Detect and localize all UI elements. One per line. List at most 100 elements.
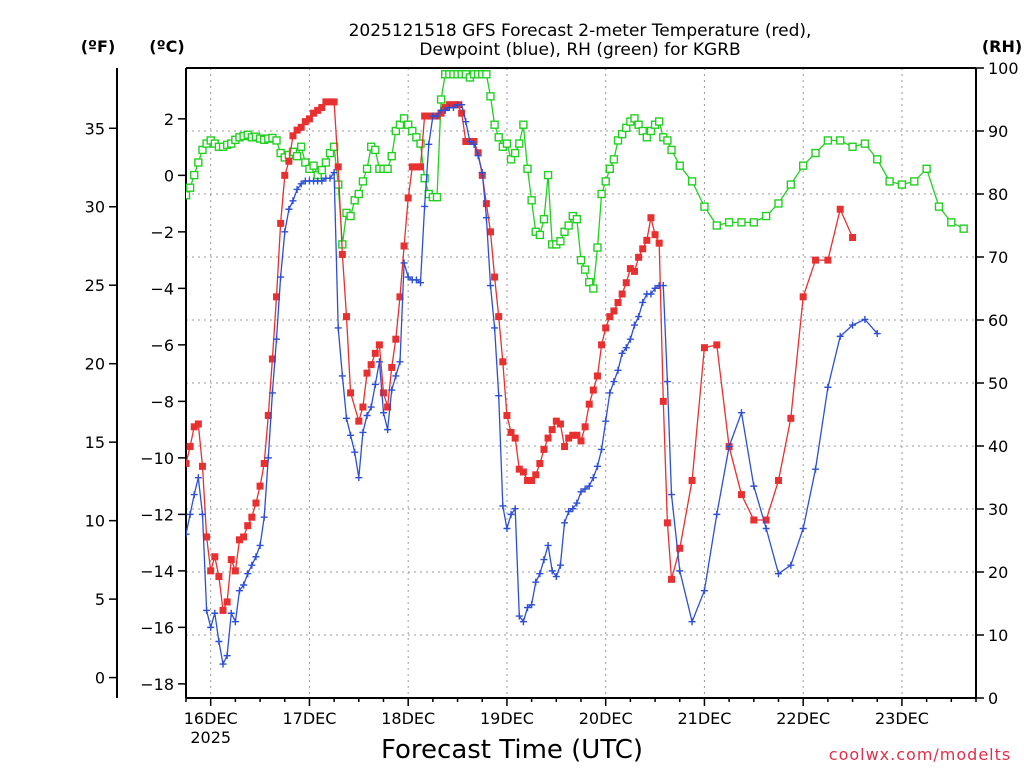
x-tick-label: 21DEC xyxy=(677,709,731,728)
dewpoint-point xyxy=(676,567,684,575)
rh-tick-label: 0 xyxy=(988,689,998,708)
temperature-point xyxy=(519,468,527,476)
dewpoint-point xyxy=(700,587,708,595)
dewpoint-point xyxy=(849,321,857,329)
temperature-point xyxy=(630,267,638,275)
rh-point xyxy=(873,155,882,164)
temperature-point xyxy=(371,349,379,357)
celsius-tick-label: −4 xyxy=(150,279,174,298)
dewpoint-point xyxy=(194,474,202,482)
rh-point xyxy=(362,164,372,174)
dewpoint-point xyxy=(186,510,194,518)
temperature-point xyxy=(598,341,606,349)
rh-point xyxy=(700,202,709,211)
dewpoint-point xyxy=(581,485,589,493)
dewpoint-point xyxy=(264,454,272,462)
temperature-point xyxy=(285,157,293,165)
dewpoint-point xyxy=(441,106,449,114)
rh-point xyxy=(609,155,619,164)
temperature-point xyxy=(260,460,268,468)
temperature-point xyxy=(486,228,494,236)
rh-point xyxy=(572,214,582,224)
rh-point xyxy=(593,243,602,252)
rh-point xyxy=(687,177,697,186)
rh-point xyxy=(510,148,520,158)
temperature-point xyxy=(548,426,556,434)
dewpoint-point xyxy=(277,273,285,281)
temperature-point xyxy=(536,460,544,468)
dewpoint-point xyxy=(725,443,733,451)
temperature-point xyxy=(392,335,400,343)
dewpoint-point xyxy=(511,505,519,513)
rh-tick-label: 30 xyxy=(988,500,1008,519)
temperature-point xyxy=(491,273,499,281)
temperature-point xyxy=(231,567,239,575)
fahrenheit-tick-label: 10 xyxy=(85,512,105,531)
dewpoint-point xyxy=(495,392,503,400)
dewpoint-point xyxy=(659,282,667,290)
rh-point xyxy=(416,139,425,148)
temperature-point xyxy=(655,239,663,247)
temperature-point xyxy=(585,400,593,408)
rh-series xyxy=(186,70,968,293)
dewpoint-point xyxy=(561,519,569,527)
temperature-point xyxy=(540,445,548,453)
temperature-point xyxy=(198,462,206,470)
temperature-point xyxy=(589,386,597,394)
dewpoint-point xyxy=(388,386,396,394)
rh-tick-label: 60 xyxy=(988,311,1008,330)
temperature-point xyxy=(244,522,252,530)
temperature-point xyxy=(824,256,832,264)
temperature-point xyxy=(408,163,416,171)
rh-point xyxy=(346,211,355,221)
temperature-point xyxy=(647,214,655,222)
rh-point xyxy=(502,139,512,148)
temperature-point xyxy=(264,411,272,419)
dewpoint-point xyxy=(334,324,342,332)
rh-point xyxy=(334,180,343,189)
rh-point xyxy=(371,145,380,155)
temperature-point xyxy=(787,414,795,422)
rh-point xyxy=(535,230,545,240)
rh-point xyxy=(786,180,796,189)
rh-point xyxy=(482,70,491,79)
credit-label: coolwx.com/modelts xyxy=(829,745,1011,764)
temperature-point xyxy=(412,163,420,171)
dewpoint-point xyxy=(400,259,408,267)
rh-point xyxy=(811,148,820,158)
celsius-tick-label: 2 xyxy=(164,110,174,129)
temperature-point xyxy=(499,358,507,366)
x-axis-label: Forecast Time (UTC) xyxy=(381,735,643,765)
dewpoint-point xyxy=(203,606,211,614)
celsius-tick-label: −2 xyxy=(150,223,174,242)
celsius-tick-label: −10 xyxy=(140,449,174,468)
temperature-point xyxy=(515,465,523,473)
temperature-point xyxy=(462,137,470,145)
temperature-point xyxy=(532,471,540,479)
rh-tick-label: 100 xyxy=(988,59,1019,78)
rh-point xyxy=(675,161,684,170)
fahrenheit-tick-label: 30 xyxy=(85,198,105,217)
rh-point xyxy=(186,191,191,200)
dewpoint-point xyxy=(281,228,289,236)
dewpoint-point xyxy=(577,488,585,496)
rh-point xyxy=(564,221,573,230)
temperature-point xyxy=(203,533,211,541)
rh-point xyxy=(543,170,553,180)
rh-point xyxy=(761,211,771,221)
dewpoint-point xyxy=(507,510,515,518)
dewpoint-point xyxy=(544,541,552,549)
rh-point xyxy=(194,158,203,167)
dewpoint-point xyxy=(552,573,560,581)
dewpoint-point xyxy=(186,530,190,538)
temperature-point xyxy=(676,544,684,552)
rh-point xyxy=(724,218,734,227)
rh-point xyxy=(589,284,598,293)
temperature-point xyxy=(849,234,857,242)
dewpoint-point xyxy=(474,152,482,160)
temperature-point xyxy=(256,482,264,490)
x-tick-label: 22DEC xyxy=(776,709,830,728)
temperature-point xyxy=(556,420,564,428)
dewpoint-point xyxy=(412,276,420,284)
dewpoint-point xyxy=(626,335,634,343)
